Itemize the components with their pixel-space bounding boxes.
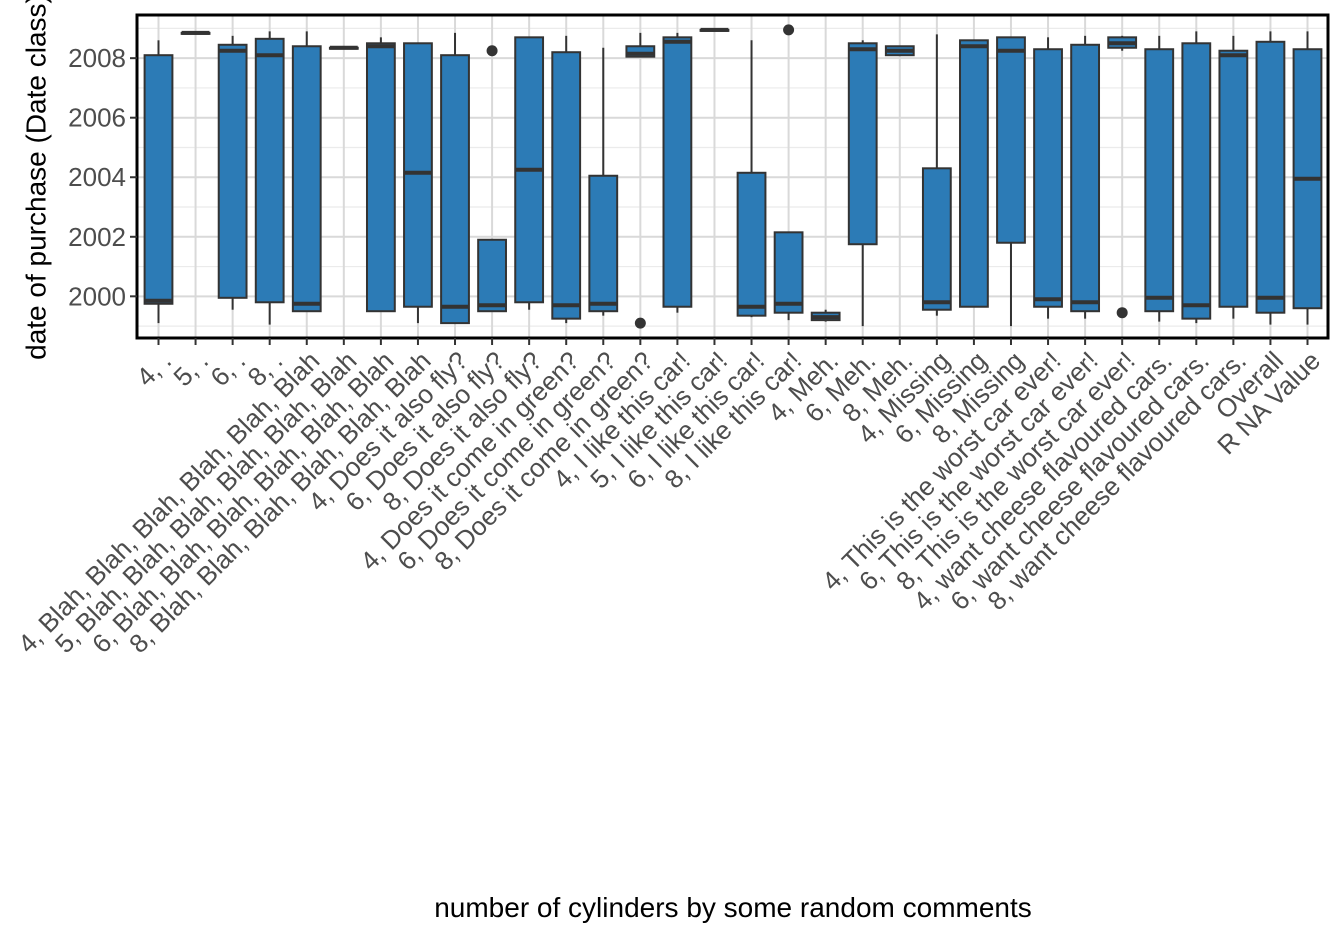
box-8	[403, 42, 433, 324]
box-body	[847, 42, 878, 246]
box-5	[291, 31, 322, 313]
box-18	[773, 24, 804, 321]
box-1	[143, 40, 174, 324]
box-21	[884, 45, 915, 57]
box-12	[551, 35, 582, 324]
box-body	[1218, 49, 1249, 308]
box-body	[1033, 48, 1063, 308]
box-body	[1255, 40, 1286, 314]
y-tick-label: 2004	[68, 162, 126, 192]
outlier-point	[486, 45, 498, 57]
box-4	[254, 31, 285, 325]
box-body	[1181, 42, 1212, 320]
outlier-point	[634, 317, 646, 329]
box-body	[551, 51, 582, 320]
box-15	[662, 32, 693, 313]
box-29	[1181, 31, 1212, 324]
y-tick-label: 2006	[68, 103, 126, 133]
box-7	[365, 37, 396, 313]
box-16	[699, 27, 730, 32]
x-axis-title: number of cylinders by some random comme…	[434, 892, 1032, 923]
box-6	[328, 45, 359, 50]
box-23	[959, 39, 989, 308]
box-28	[1144, 35, 1175, 322]
box-body	[588, 174, 619, 313]
box-body	[1070, 43, 1101, 313]
box-body	[365, 42, 396, 313]
box-27	[1107, 35, 1138, 319]
box-32	[1292, 31, 1323, 325]
outlier-point	[1116, 307, 1128, 319]
box-26	[1070, 35, 1101, 319]
box-body	[662, 36, 693, 308]
box-body	[291, 45, 322, 313]
box-body	[143, 54, 174, 305]
box-body	[625, 45, 656, 58]
y-tick-label: 2000	[68, 281, 126, 311]
boxes	[143, 24, 1323, 329]
y-tick-label: 2008	[68, 43, 126, 73]
box-22	[921, 34, 952, 316]
box-10	[477, 45, 507, 313]
box-14	[625, 32, 656, 329]
box-body	[921, 167, 952, 311]
box-body	[403, 42, 433, 308]
y-axis-title: date of purchase (Date class)	[20, 0, 51, 360]
box-31	[1255, 31, 1286, 325]
box-body	[440, 54, 470, 325]
box-30	[1218, 35, 1249, 319]
box-24	[996, 36, 1026, 327]
y-axis: 2000 2002 2004 2006 2008	[68, 43, 137, 311]
box-19	[810, 309, 841, 322]
box-body	[217, 43, 248, 299]
box-2	[180, 30, 211, 35]
box-body	[773, 231, 804, 314]
box-body	[477, 238, 507, 313]
box-17	[736, 40, 767, 318]
box-body	[959, 39, 989, 308]
box-25	[1033, 37, 1063, 319]
box-body	[996, 36, 1026, 244]
box-3	[217, 35, 248, 310]
box-body	[736, 171, 767, 317]
x-axis: 4, .5, .6, .8, .4, Blah, Blah, Blah, Bla…	[12, 338, 1326, 659]
box-11	[514, 36, 545, 310]
box-20	[847, 40, 878, 327]
box-9	[440, 32, 470, 325]
box-body	[254, 37, 285, 304]
outlier-point	[783, 24, 795, 36]
box-13	[588, 47, 619, 316]
y-tick-label: 2002	[68, 222, 126, 252]
box-body	[1144, 48, 1175, 313]
